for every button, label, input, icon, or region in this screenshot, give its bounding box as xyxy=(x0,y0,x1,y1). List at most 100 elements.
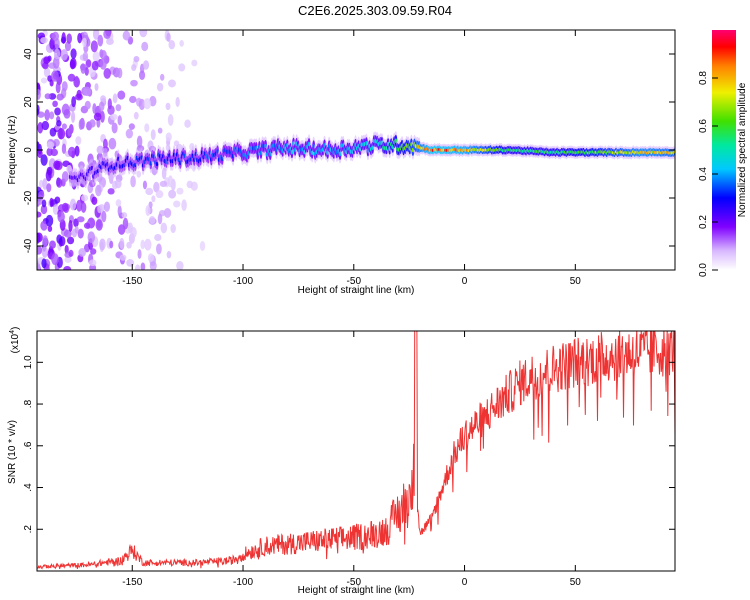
heatmap-noise-cell xyxy=(45,214,54,227)
heatmap-noise-cell xyxy=(138,70,146,81)
heatmap-noise-cell xyxy=(186,180,193,189)
heatmap-noise-cell xyxy=(130,175,136,188)
heatmap-noise-cell xyxy=(142,60,150,70)
heatmap-noise-cell xyxy=(43,56,51,65)
heatmap-noise-cell xyxy=(44,109,50,121)
heatmap-noise-cell xyxy=(52,138,60,147)
heatmap-noise-cell xyxy=(64,256,72,263)
heatmap-noise-cell xyxy=(103,201,111,212)
heatmap-noise-cell xyxy=(166,251,172,259)
heatmap-noise-cell xyxy=(68,146,76,157)
heatmap-noise-cell xyxy=(40,204,48,215)
heatmap-noise-cell xyxy=(184,119,191,128)
heatmap-noise-cell xyxy=(166,32,171,42)
y-tick-label: 0 xyxy=(23,147,34,153)
heatmap-noise-cell xyxy=(51,253,59,266)
y-tick-label: -40 xyxy=(23,238,34,253)
x-tick-label: -50 xyxy=(347,577,362,588)
heatmap-noise-cell xyxy=(83,86,91,97)
heatmap-noise-cell xyxy=(154,233,162,242)
x-tick-label: -150 xyxy=(122,276,142,287)
colorbar-tick-label: 0.2 xyxy=(698,215,709,229)
heatmap-noise-cell xyxy=(43,67,51,78)
heatmap-noise-cell xyxy=(49,127,57,137)
heatmap-noise-cell xyxy=(143,98,152,110)
heatmap-noise-cell xyxy=(40,77,48,84)
heatmap-noise-cell xyxy=(108,137,117,150)
heatmap-noise-cell xyxy=(126,241,132,249)
heatmap-noise-cell xyxy=(56,120,62,127)
heatmap-noise-cell xyxy=(61,171,69,183)
heatmap-noise-cell xyxy=(46,183,52,193)
heatmap-noise-cell xyxy=(168,189,177,199)
heatmap-noise-cell xyxy=(101,210,107,223)
spectrogram-x-label: Height of straight line (km) xyxy=(298,285,415,296)
heatmap-noise-cell xyxy=(58,127,63,140)
heatmap-noise-cell xyxy=(111,122,118,134)
snr-y-label: SNR (10 * v/v) xyxy=(7,420,18,484)
heatmap-noise-cell xyxy=(83,222,91,229)
heatmap-noise-cell xyxy=(136,170,142,178)
heatmap-noise-cell xyxy=(84,100,91,110)
heatmap-noise-cell xyxy=(49,240,56,249)
heatmap-noise-cell xyxy=(121,212,128,219)
x-tick-label: 50 xyxy=(570,276,582,287)
heatmap-noise-cell xyxy=(76,199,83,212)
heatmap-noise-cell xyxy=(49,111,55,120)
colorbar-tick-label: 0.4 xyxy=(698,167,709,181)
heatmap-noise-cell xyxy=(179,40,184,47)
heatmap-noise-cell xyxy=(147,253,155,262)
heatmap-noise-cell xyxy=(82,37,87,47)
heatmap-noise-cell xyxy=(51,70,59,82)
heatmap-noise-cell xyxy=(60,36,67,44)
heatmap-noise-cell xyxy=(156,82,164,92)
x-tick-label: -100 xyxy=(233,276,253,287)
heatmap-noise-cell xyxy=(155,190,164,199)
snr-panel: -150 -100 -50 0 50 .2 .4 .6 .8 1.0 Height of str… xyxy=(7,327,676,596)
heatmap-noise-cell xyxy=(167,114,174,126)
heatmap-noise-cell xyxy=(176,261,184,270)
heatmap-noise-cell xyxy=(64,244,69,254)
heatmap-noise-cell xyxy=(74,75,80,88)
heatmap-noise-cell xyxy=(140,262,146,270)
heatmap-noise-cell xyxy=(74,225,79,234)
heatmap-noise-cell xyxy=(75,93,83,101)
heatmap-noise-cell xyxy=(165,102,171,111)
snr-x-label: Height of straight line (km) xyxy=(298,585,415,596)
heatmap-noise-cell xyxy=(109,240,114,249)
heatmap-noise-cell xyxy=(156,243,162,255)
snr-y-ticks: .2 .4 .6 .8 1.0 xyxy=(23,355,675,533)
heatmap-noise-cell xyxy=(92,51,100,62)
heatmap-noise-cell xyxy=(103,67,111,79)
heatmap-noise-cell xyxy=(160,222,168,234)
heatmap-noise-cell xyxy=(148,216,156,225)
heatmap-noise-cell xyxy=(151,195,156,203)
heatmap-noise-cell xyxy=(57,211,65,223)
spectrogram-image xyxy=(37,30,675,270)
snr-series-line xyxy=(37,331,675,570)
y-tick-label: 40 xyxy=(23,48,34,60)
snr-y-scale-label: (x104) xyxy=(9,327,21,354)
heatmap-noise-cell xyxy=(115,104,122,112)
heatmap-noise-cell xyxy=(88,259,97,267)
heatmap-noise-cell xyxy=(163,207,172,218)
heatmap-noise-cell xyxy=(133,111,139,120)
heatmap-noise-cell xyxy=(119,237,125,250)
heatmap-noise-cell xyxy=(131,64,137,71)
heatmap-noise-cell xyxy=(63,266,72,270)
heatmap-noise-cell xyxy=(52,100,58,108)
heatmap-noise-cell xyxy=(41,258,47,269)
heatmap-noise-cell xyxy=(69,198,77,211)
heatmap-noise-cell xyxy=(38,190,45,200)
heatmap-noise-cell xyxy=(119,254,127,261)
heatmap-noise-cell xyxy=(137,249,142,259)
x-tick-label: 50 xyxy=(570,577,582,588)
heatmap-noise-cell xyxy=(117,90,126,100)
heatmap-noise-cell xyxy=(103,30,111,39)
heatmap-noise-cell xyxy=(40,154,48,166)
colorbar-ticks: 0.0 0.2 0.4 0.6 0.8 xyxy=(698,71,718,277)
heatmap-noise-cell xyxy=(78,248,86,257)
heatmap-noise-cell xyxy=(90,40,98,53)
heatmap-noise-cell xyxy=(56,234,63,244)
heatmap-noise-cell xyxy=(157,127,163,134)
